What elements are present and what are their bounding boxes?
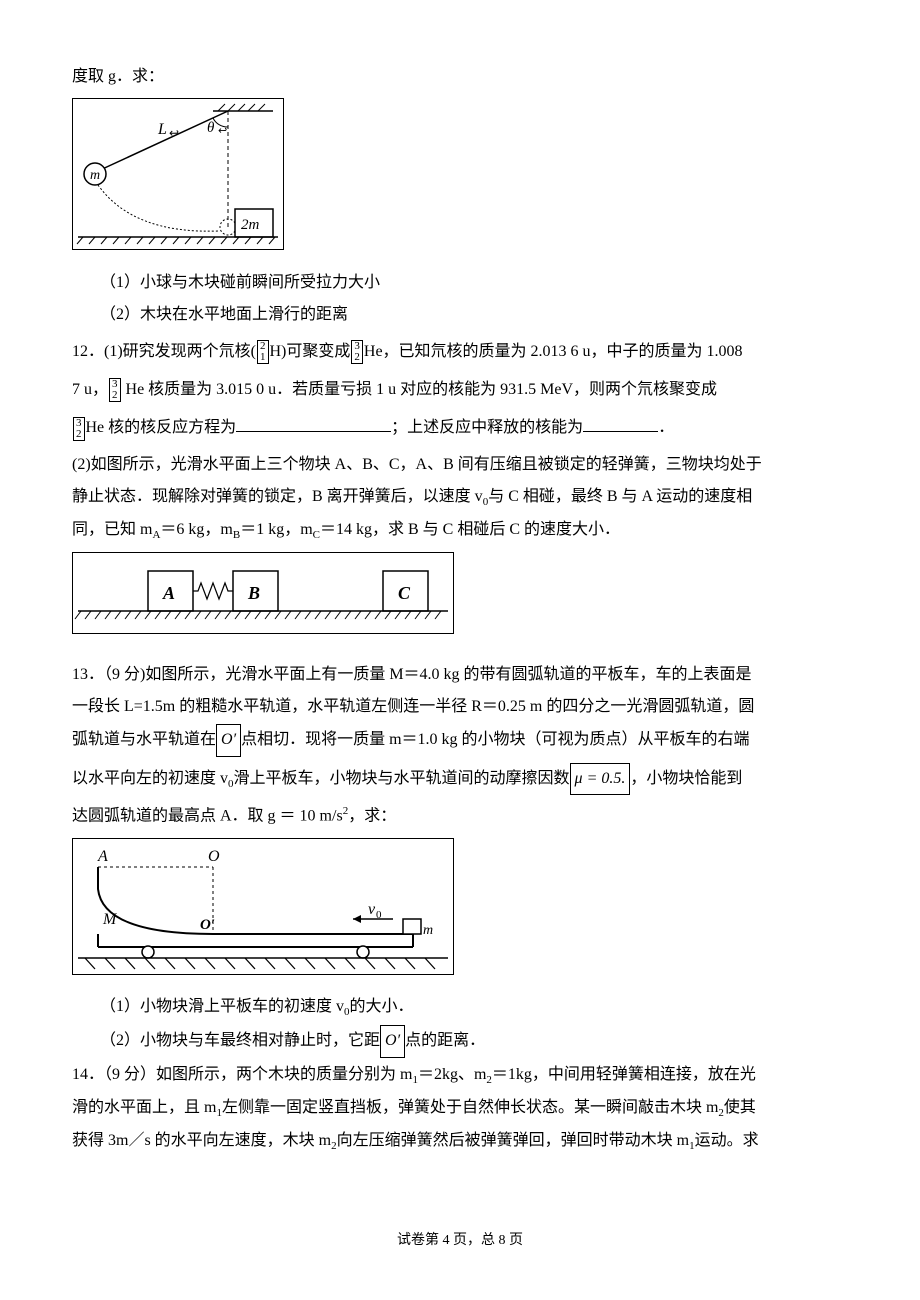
- nuc-3-2-a: 32: [351, 340, 363, 364]
- svg-text:L: L: [157, 121, 167, 138]
- svg-text:C: C: [398, 583, 411, 603]
- p12-l2b: He 核质量为 3.015 0 u．若质量亏损 1 u 对应的核能为 931.5…: [122, 381, 718, 398]
- p14-l2: 滑的水平面上，且 m1左侧靠一固定竖直挡板，弹簧处于自然伸长状态。某一瞬间敲击木…: [72, 1093, 848, 1124]
- p13-l4: 以水平向左的初速度 v0滑上平板车，小物块与水平轨道间的动摩擦因数μ = 0.5…: [72, 763, 848, 795]
- p11-figure: L ↩ θ ↩ m 2m: [72, 98, 284, 250]
- svg-text:↩: ↩: [218, 125, 227, 137]
- box-oprime-1: O′: [216, 724, 241, 756]
- svg-text:m: m: [90, 168, 100, 183]
- svg-text:O′: O′: [200, 917, 215, 933]
- p13-q1: （1）小物块滑上平板车的初速度 v0的大小．: [72, 992, 848, 1023]
- p13-svg: A O M O′ v 0 m: [73, 839, 453, 974]
- svg-text:A: A: [97, 848, 108, 865]
- p12-l3c: ．: [658, 419, 674, 436]
- nuc-3-2-c: 32: [73, 417, 85, 441]
- p12-mid1: H)可聚变成: [270, 343, 351, 360]
- p13-q2: （2）小物块与车最终相对静止时，它距O′点的距离．: [72, 1025, 848, 1057]
- p11-q2: （2）木块在水平地面上滑行的距离: [72, 300, 848, 330]
- p12-p2-l1: (2)如图所示，光滑水平面上三个物块 A、B、C，A、B 间有压缩且被锁定的轻弹…: [72, 450, 848, 480]
- p13-l5: 达圆弧轨道的最高点 A．取 g ＝ 10 m/s2，求：: [72, 801, 848, 832]
- p14-l1: 14．（9 分）如图所示，两个木块的质量分别为 m1＝2kg、m2＝1kg，中间…: [72, 1060, 848, 1091]
- p13-l3: 弧轨道与水平轨道在O′点相切．现将一质量 m＝1.0 kg 的小物块（可视为质点…: [72, 724, 848, 756]
- p13-l2: 一段长 L=1.5m 的粗糙水平轨道，水平轨道左侧连一半径 R＝0.25 m 的…: [72, 692, 848, 722]
- p13-figure: A O M O′ v 0 m: [72, 838, 454, 975]
- box-mu: μ = 0.5.: [570, 763, 631, 795]
- svg-text:M: M: [102, 911, 118, 928]
- p12-p2-l3: 同，已知 mA＝6 kg，mB＝1 kg，mC＝14 kg，求 B 与 C 相碰…: [72, 515, 848, 546]
- svg-text:2m: 2m: [241, 217, 260, 233]
- page-footer: 试卷第 4 页，总 8 页: [0, 1228, 920, 1255]
- p12-l3b: ；上述反应中释放的核能为: [391, 419, 583, 436]
- p12-prefix: 12．(1)研究发现两个氘核(: [72, 343, 256, 360]
- p12-line2: 7 u，32 He 核质量为 3.015 0 u．若质量亏损 1 u 对应的核能…: [72, 375, 848, 405]
- p13-l1: 13．（9 分)如图所示，光滑水平面上有一质量 M＝4.0 kg 的带有圆弧轨道…: [72, 660, 848, 690]
- blank-energy: [583, 416, 658, 432]
- p11-svg: L ↩ θ ↩ m 2m: [73, 99, 283, 249]
- p12-l2a: 7 u，: [72, 381, 108, 398]
- blank-equation: [236, 416, 391, 432]
- p12-l3a: He 核的核反应方程为: [86, 419, 237, 436]
- svg-text:A: A: [162, 583, 175, 603]
- p12-mid2: He，已知氘核的质量为 2.013 6 u，中子的质量为 1.008: [364, 343, 743, 360]
- p11-lead: 度取 g．求：: [72, 62, 848, 92]
- p12-figure: A B C: [72, 552, 454, 634]
- p12-line3: 32He 核的核反应方程为 ；上述反应中释放的核能为 ．: [72, 413, 848, 443]
- svg-text:v: v: [368, 901, 376, 918]
- p12-line1: 12．(1)研究发现两个氘核(21H)可聚变成32He，已知氘核的质量为 2.0…: [72, 337, 848, 367]
- p12-svg: A B C: [73, 553, 453, 633]
- nuc-3-2-b: 32: [109, 378, 121, 402]
- nuc-2-1: 21: [257, 340, 269, 364]
- p12-p2-l2: 静止状态．现解除对弹簧的锁定，B 离开弹簧后，以速度 v0与 C 相碰，最终 B…: [72, 482, 848, 513]
- svg-text:O: O: [208, 848, 220, 865]
- svg-text:m: m: [423, 923, 433, 938]
- svg-text:0: 0: [376, 909, 382, 921]
- p14-l3: 获得 3m／s 的水平向左速度，木块 m2向左压缩弹簧然后被弹簧弹回，弹回时带动…: [72, 1126, 848, 1157]
- svg-text:θ: θ: [207, 120, 215, 136]
- p11-q1: （1）小球与木块碰前瞬间所受拉力大小: [72, 268, 848, 298]
- svg-text:↩: ↩: [169, 126, 179, 140]
- box-oprime-2: O′: [380, 1025, 405, 1057]
- svg-text:B: B: [247, 583, 260, 603]
